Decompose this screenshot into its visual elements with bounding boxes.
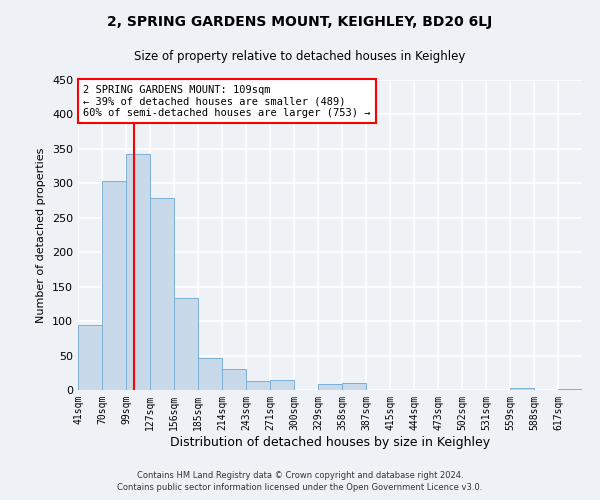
Bar (270, 380, 294, 390)
Bar (246, 381, 270, 390)
Bar (78, 324, 102, 390)
Bar (126, 154, 150, 390)
Bar (342, 383, 366, 390)
Text: 2, SPRING GARDENS MOUNT, KEIGHLEY, BD20 6LJ: 2, SPRING GARDENS MOUNT, KEIGHLEY, BD20 … (107, 15, 493, 29)
Bar (222, 368, 246, 390)
Bar (174, 298, 198, 390)
Bar (150, 198, 174, 390)
X-axis label: Distribution of detached houses by size in Keighley: Distribution of detached houses by size … (170, 436, 490, 448)
Text: Contains public sector information licensed under the Open Government Licence v3: Contains public sector information licen… (118, 484, 482, 492)
Bar (102, 180, 126, 390)
Y-axis label: Number of detached properties: Number of detached properties (37, 148, 46, 322)
Bar (198, 358, 222, 390)
Bar (510, 388, 534, 390)
Text: Size of property relative to detached houses in Keighley: Size of property relative to detached ho… (134, 50, 466, 63)
Text: Contains HM Land Registry data © Crown copyright and database right 2024.: Contains HM Land Registry data © Crown c… (137, 471, 463, 480)
Bar (558, 388, 582, 390)
Text: 2 SPRING GARDENS MOUNT: 109sqm
← 39% of detached houses are smaller (489)
60% of: 2 SPRING GARDENS MOUNT: 109sqm ← 39% of … (83, 84, 371, 118)
Bar (318, 384, 342, 390)
